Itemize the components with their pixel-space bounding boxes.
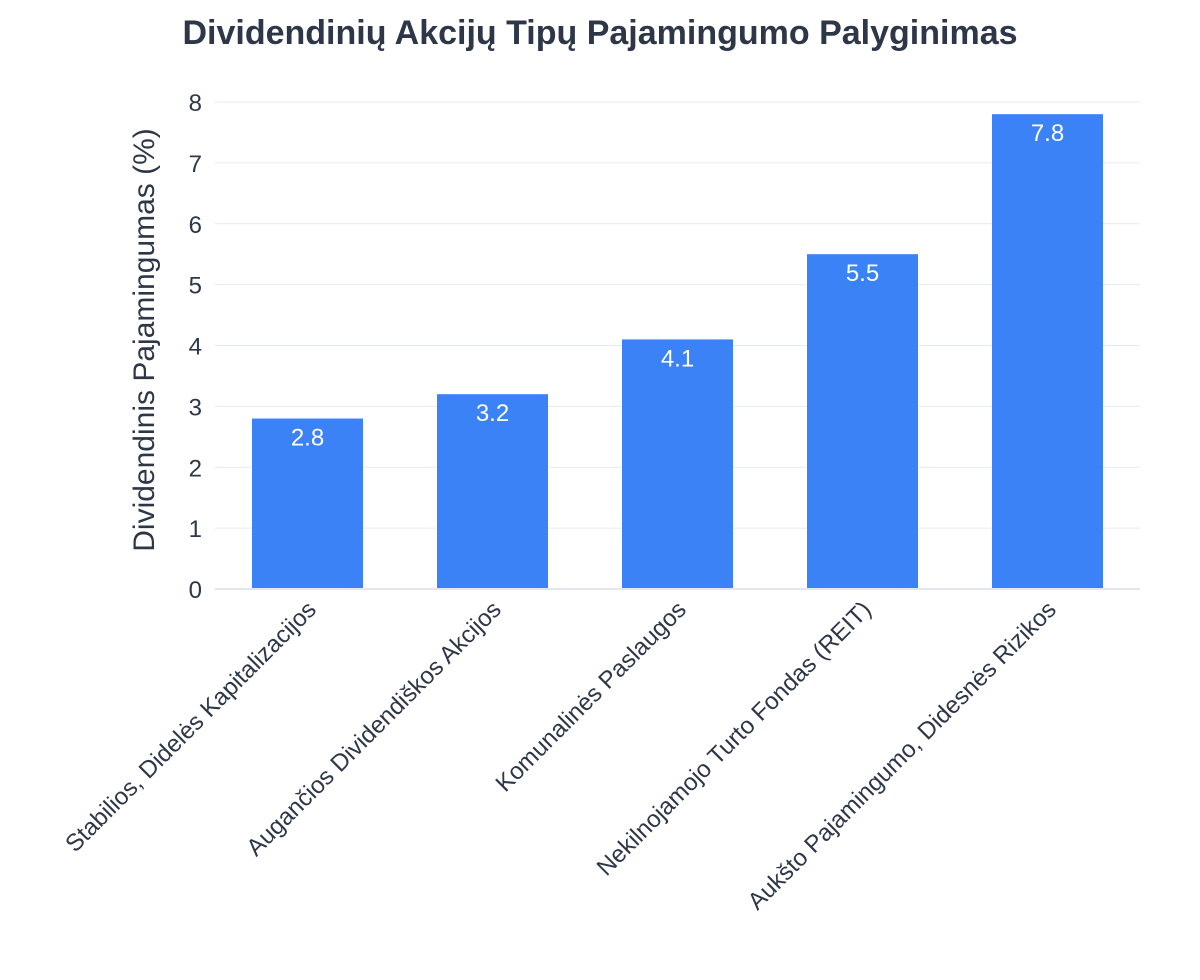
y-axis-title: Dividendinis Pajamingumas (%)	[128, 128, 161, 552]
data-label: 3.2	[476, 400, 509, 427]
x-tick-label: Komunalinės Paslaugos	[491, 596, 692, 797]
y-tick-label: 2	[189, 455, 202, 482]
bar[interactable]	[807, 254, 918, 589]
bar[interactable]	[252, 418, 363, 589]
y-tick-label: 6	[189, 212, 202, 239]
bars	[252, 114, 1103, 590]
bar[interactable]	[437, 394, 548, 589]
data-label: 7.8	[1031, 120, 1064, 147]
data-labels: 2.8 3.2 4.1 5.5 7.8	[291, 120, 1064, 451]
y-tick-label: 1	[189, 516, 202, 543]
y-tick-label: 3	[189, 394, 202, 421]
data-label: 4.1	[661, 345, 694, 372]
y-tick-label: 4	[189, 334, 202, 361]
x-tick-label: Aukšto Pajamingumo, Didesnės Rizikos	[743, 596, 1062, 915]
chart-title: Dividendinių Akcijų Tipų Pajamingumo Pal…	[182, 14, 1017, 52]
y-tick-label: 0	[189, 577, 202, 604]
y-tick-label: 8	[189, 90, 202, 117]
y-tick-label: 7	[189, 151, 202, 178]
y-tick-label: 5	[189, 273, 202, 300]
bar[interactable]	[992, 114, 1103, 590]
bar[interactable]	[622, 339, 733, 589]
data-label: 2.8	[291, 425, 324, 452]
data-label: 5.5	[846, 260, 879, 287]
